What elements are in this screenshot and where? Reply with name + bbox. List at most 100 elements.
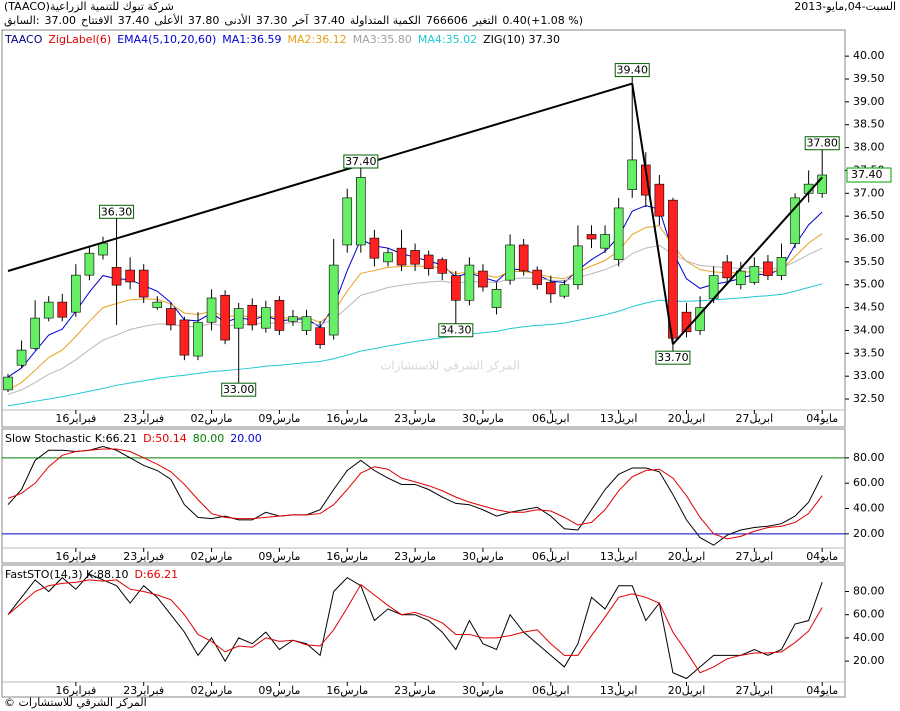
legend-item: TAACO — [4, 33, 43, 46]
candle-body — [315, 327, 325, 345]
candle-body — [776, 257, 787, 276]
candle-body — [423, 254, 434, 270]
legend-item: MA3:35.80 — [353, 33, 412, 46]
candle-body — [586, 234, 597, 240]
candle-body — [491, 289, 502, 308]
y-tick-label: 39.00 — [853, 95, 885, 108]
candle-body — [478, 270, 488, 288]
candle-body — [220, 294, 230, 341]
candle-body — [125, 269, 135, 283]
legend-item: Slow Stochastic K:66.21 — [5, 432, 137, 445]
y-tick-label: 38.50 — [853, 118, 885, 131]
panel-frame — [1, 564, 846, 698]
date-label: 02مارس — [191, 412, 233, 425]
series-line — [7, 448, 823, 540]
date-label: 06ابريل — [532, 412, 570, 425]
candle-body — [396, 247, 407, 266]
trendline — [631, 83, 674, 345]
zig-label-box — [804, 136, 840, 151]
candle-body — [261, 307, 271, 329]
candle-body — [206, 297, 217, 323]
series-line — [7, 445, 823, 546]
y-tick-label: 32.50 — [853, 392, 885, 405]
date-label: 16مارس — [326, 412, 368, 425]
date-label: 23فبراير — [123, 412, 164, 425]
date-label: 27ابريل — [736, 412, 774, 425]
trendline — [672, 176, 823, 345]
series-line — [7, 244, 823, 395]
candle-body — [111, 267, 122, 286]
candle-body — [30, 317, 40, 349]
candle-body — [518, 244, 529, 272]
date-label: 06ابريل — [532, 550, 570, 563]
legend-item: MA1:36.59 — [222, 33, 281, 46]
quote-item: 37.00 — [44, 14, 77, 27]
date-label: 16فبراير — [55, 412, 96, 425]
footer: © المركز الشرقي للاستشارات — [4, 696, 147, 709]
panel-frame — [1, 428, 846, 564]
candle-body — [328, 264, 339, 336]
candle-body — [410, 250, 420, 265]
candle-body — [152, 301, 163, 308]
candle-body — [505, 244, 515, 281]
zig-label: 33.70 — [657, 351, 689, 364]
date-label: 04مايو — [806, 412, 838, 425]
quote-line: السابق: 37.00 الافتتاح 37.40 الأعلى 37.80 الأد… — [0, 14, 900, 28]
zig-label-box — [99, 204, 135, 219]
legend-item: FastSTO(14,3) K:88.10 — [5, 568, 128, 581]
zig-label-box — [438, 323, 474, 338]
zig-label-box — [221, 382, 257, 397]
zig-label: 36.30 — [101, 205, 133, 218]
candle-body — [464, 264, 475, 301]
date-label: 27ابريل — [736, 684, 774, 697]
quote-item: الافتتاح — [81, 14, 113, 27]
quote-item: 37.40 — [313, 14, 345, 27]
candle-body — [627, 159, 638, 190]
y-tick-label: 80.00 — [853, 451, 885, 464]
date-label: 20ابريل — [668, 550, 706, 563]
quote-item: 37.80 — [187, 14, 220, 27]
candle-body — [193, 321, 203, 357]
zig-label: 37.40 — [345, 155, 377, 168]
quote-item: الأعلى — [154, 14, 183, 27]
date-label: 06ابريل — [532, 684, 570, 697]
y-tick-label: 38.00 — [853, 141, 885, 154]
y-tick-label: 35.00 — [853, 278, 885, 291]
y-tick-label: 33.00 — [853, 369, 885, 382]
candle-body — [383, 252, 393, 263]
candle-body — [71, 274, 81, 313]
y-tick-label: 37.00 — [853, 186, 885, 199]
candle-body — [749, 266, 760, 283]
quote-item: الكمية المتداولة — [349, 14, 421, 27]
candle-body — [3, 376, 13, 391]
date-label: 13ابريل — [600, 684, 638, 697]
candle-body — [722, 261, 733, 279]
candle-body — [98, 242, 108, 256]
candle-body — [43, 301, 54, 319]
y-tick-label: 35.50 — [853, 255, 885, 268]
quote-item: الأدنى — [224, 14, 251, 27]
candle-body — [437, 259, 448, 274]
date-label: 13ابريل — [600, 412, 638, 425]
y-tick-label: 36.50 — [853, 209, 885, 222]
legend-item: MA4:35.02 — [418, 33, 477, 46]
zig-label: 33.00 — [223, 383, 255, 396]
y-tick-label: 40.00 — [853, 49, 885, 62]
date-label: 23فبراير — [123, 550, 164, 563]
date-label: 23مارس — [394, 684, 436, 697]
candle-body — [573, 245, 583, 286]
y-tick-label: 60.00 — [853, 608, 885, 621]
candle-body — [356, 176, 366, 246]
y-tick-label: 20.00 — [853, 654, 885, 667]
candle-body — [233, 308, 244, 329]
series-line — [7, 573, 823, 680]
date-label: 16فبراير — [55, 684, 96, 697]
quote-item: التغير — [472, 14, 498, 27]
candle-body — [817, 174, 828, 194]
series-line — [7, 283, 823, 407]
candle-body — [763, 261, 773, 276]
y-tick-label: 36.00 — [853, 232, 885, 245]
legend-item: D:50.14 — [143, 432, 187, 445]
